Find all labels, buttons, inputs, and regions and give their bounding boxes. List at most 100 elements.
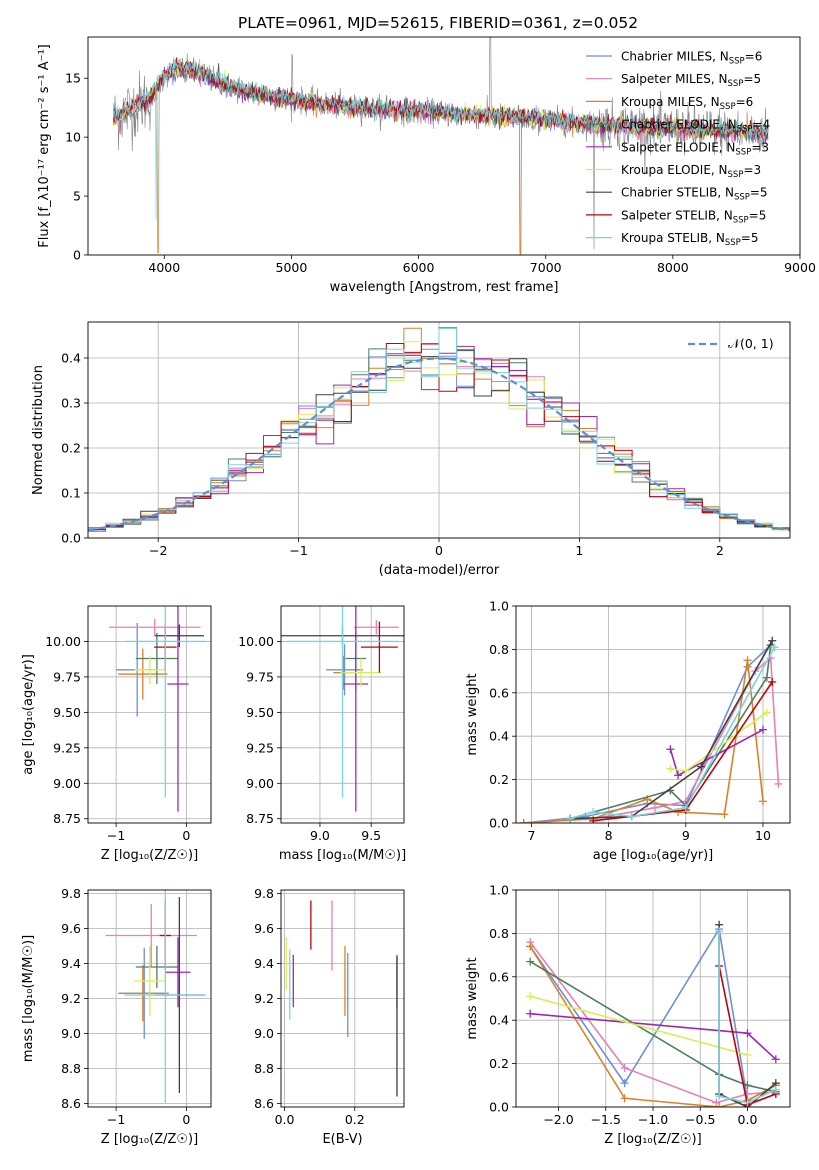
weight-marker	[666, 764, 675, 773]
axes-frame	[87, 36, 801, 256]
figure-title: PLATE=0961, MJD=52615, FIBERID=0361, z=0…	[238, 14, 638, 32]
x-tick-label: 0.2	[345, 1112, 365, 1127]
legend-entry: Salpeter ELODIE, NSSP=3	[621, 140, 769, 157]
y-tick-label: 0.2	[489, 1056, 509, 1071]
x-axis-label: (data-model)/error	[379, 563, 500, 578]
weight-marker	[771, 1085, 780, 1094]
errorbar-point	[286, 606, 399, 798]
weight-marker	[762, 673, 771, 682]
x-tick-label: 4000	[148, 260, 180, 275]
y-tick-label: 9.6	[61, 921, 81, 936]
plot-area	[113, 37, 769, 255]
legend-entry: Kroupa ELODIE, NSSP=3	[621, 163, 761, 180]
errorbar-point	[165, 937, 191, 1008]
errorbar-point	[118, 648, 168, 700]
x-tick-label: 9000	[784, 260, 816, 275]
y-tick-label: 8.75	[246, 811, 274, 826]
weight-series-line	[529, 995, 748, 1056]
grid	[516, 605, 790, 824]
chart-weight_vs_age: 7 8 9 10 0.0 0.2 0.4 0.6 0.8 1.0 age [log₁₀(age/yr…	[465, 599, 791, 863]
chart-histogram: −2 −1 0 1 2 0.0 0.1 0.2 0.3 0.4 (data-model)/error…	[31, 321, 791, 578]
legend-entry: Chabrier ELODIE, NSSP=4	[621, 118, 770, 135]
x-tick-label: 2	[716, 543, 724, 558]
errorbar-point	[109, 618, 201, 636]
plot-area	[285, 900, 398, 1097]
x-tick-label: 9	[682, 828, 690, 843]
y-tick-label: 9.0	[254, 1026, 274, 1041]
grid	[88, 606, 211, 823]
errorbar-point	[326, 644, 363, 696]
y-tick-label: 0	[73, 248, 81, 263]
y-axis-label: Normed distribution	[31, 365, 46, 495]
y-tick-label: 0.6	[489, 969, 509, 984]
x-tick-label: 8	[605, 828, 613, 843]
y-tick-label: 10.00	[45, 634, 81, 649]
y-tick-label: 1.0	[489, 599, 509, 614]
weight-marker	[743, 1029, 752, 1038]
model-spectrum-line	[113, 57, 769, 138]
y-tick-label: 9.2	[254, 991, 274, 1006]
gaussian-legend-label: 𝒩(0, 1)	[728, 336, 774, 351]
legend-entry: Salpeter STELIB, NSSP=5	[621, 208, 766, 225]
y-tick-label: 9.50	[246, 705, 274, 720]
y-axis-label: age [log₁₀(age/yr)]	[21, 654, 36, 775]
weight-marker	[715, 1103, 724, 1107]
x-axis-label: wavelength [Angstrom, rest frame]	[330, 280, 559, 295]
y-tick-label: 9.00	[53, 776, 81, 791]
weight-series-line	[718, 931, 777, 1104]
x-tick-label: 7000	[530, 260, 562, 275]
weight-marker	[589, 808, 598, 817]
errorbar-point	[167, 606, 189, 812]
y-tick-label: 0.8	[489, 926, 509, 941]
weight-marker	[526, 957, 535, 966]
y-tick-label: 9.8	[254, 886, 274, 901]
legend-sub: SSP	[728, 79, 744, 89]
weight-marker	[712, 1098, 721, 1107]
x-tick-label: 9.0	[310, 828, 330, 843]
legend-name: Kroupa STELIB, N	[621, 231, 725, 245]
legend-tail: =6	[736, 95, 754, 109]
legend-entry: Chabrier STELIB, NSSP=5	[621, 186, 768, 203]
plot-area	[526, 920, 780, 1107]
plot-area	[88, 327, 790, 532]
errorbar-point	[135, 632, 178, 685]
weight-marker	[526, 942, 535, 951]
errorbar-point	[134, 655, 166, 685]
y-tick-label: 8.8	[254, 1061, 274, 1076]
errorbar-point	[360, 621, 398, 673]
chart-weight_vs_Z: −2.0 −1.5 −1.0 −0.5 0.0 0.0 0.2 0.4 0.6 0.8 1.0 Z […	[465, 883, 791, 1147]
x-tick-label: 7	[527, 828, 535, 843]
legend-tail: =3	[751, 140, 769, 154]
y-tick-label: 0.3	[61, 396, 81, 411]
errorbar-point	[134, 946, 166, 1016]
weight-marker	[758, 797, 767, 806]
weight-marker	[770, 643, 779, 652]
axes-frame	[87, 321, 791, 539]
y-tick-label: 0.2	[61, 441, 81, 456]
legend-tail: =4	[753, 118, 771, 132]
histogram-step	[88, 328, 790, 530]
weight-marker	[743, 1081, 752, 1090]
x-axis-label: mass [log₁₀(M/M☉)]	[279, 848, 406, 863]
y-tick-label: 9.2	[61, 991, 81, 1006]
y-tick-label: 10	[65, 130, 81, 145]
legend-name: Salpeter MILES, N	[621, 72, 728, 86]
y-tick-label: 0.2	[489, 772, 509, 787]
chart-spectrum: 4000 5000 6000 7000 8000 9000 0 5 10 15 wavelength…	[37, 36, 816, 295]
weight-series-line	[529, 945, 777, 1107]
y-tick-label: 8.75	[53, 811, 81, 826]
x-tick-label: 8000	[657, 260, 689, 275]
errorbar-point	[353, 620, 399, 635]
legend-name: Kroupa MILES, N	[621, 95, 720, 109]
weight-marker	[715, 1092, 724, 1101]
grid	[281, 890, 404, 1107]
x-tick-label: 0.0	[275, 1112, 295, 1127]
legend-sub: SSP	[729, 57, 745, 67]
legend-sub: SSP	[735, 147, 751, 157]
model-spectrum-line	[113, 56, 769, 220]
weight-marker	[674, 771, 683, 780]
y-tick-label: 0.0	[489, 816, 509, 831]
weight-marker	[768, 636, 777, 645]
x-tick-label: 6000	[403, 260, 435, 275]
legend-name: Chabrier ELODIE, N	[621, 118, 737, 132]
